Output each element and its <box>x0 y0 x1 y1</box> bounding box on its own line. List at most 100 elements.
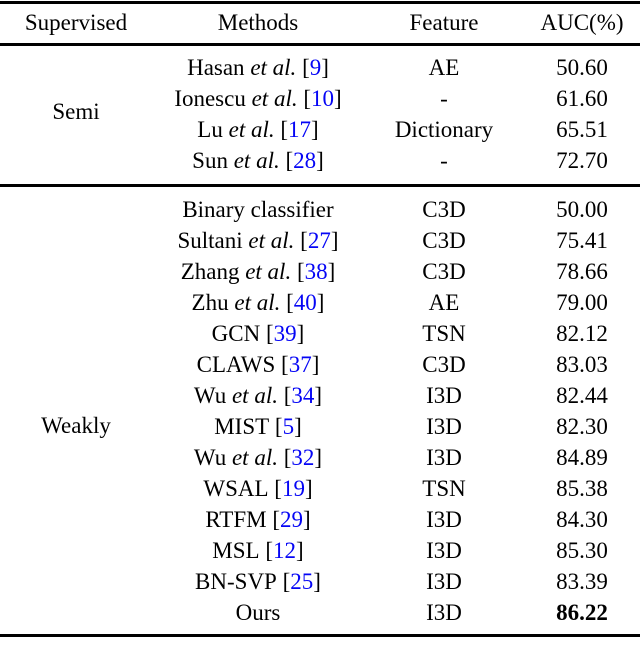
cite-bracket-close: ] <box>334 85 342 111</box>
method-cell: CLAWS [37] <box>152 349 364 380</box>
citation-link[interactable]: 10 <box>311 85 335 111</box>
feature-cell: I3D <box>426 537 462 563</box>
auc-cell: 84.30 <box>556 506 608 532</box>
feature-cell: I3D <box>426 506 462 532</box>
cite-bracket-open: [ <box>277 382 292 408</box>
cite-bracket-close: ] <box>316 147 324 173</box>
auc-cell: 82.44 <box>556 382 608 408</box>
cite-bracket-open: [ <box>277 444 292 470</box>
citation-link[interactable]: 39 <box>273 320 297 346</box>
citation-link[interactable]: 27 <box>307 227 331 253</box>
feature-cell: - <box>440 85 448 111</box>
method-cell: GCN [39] <box>152 318 364 349</box>
supervised-cell <box>0 535 152 566</box>
citation-link[interactable]: 32 <box>291 444 315 470</box>
supervised-cell <box>0 52 152 83</box>
table-row: MSL [12] I3D 85.30 <box>0 535 640 566</box>
cite-bracket-open: [ <box>269 413 283 439</box>
table-row: MIST [5] I3D 82.30 <box>0 411 640 442</box>
cite-bracket-open: [ <box>279 147 294 173</box>
supervised-cell <box>0 566 152 597</box>
cite-bracket-close: ] <box>296 537 304 563</box>
supervised-cell <box>0 442 152 473</box>
method-name: Lu <box>197 116 223 142</box>
auc-cell: 84.89 <box>556 444 608 470</box>
cite-bracket-open: [ <box>276 568 291 594</box>
table-row: Sultani et al. [27] C3D 75.41 <box>0 225 640 256</box>
supervised-cell <box>0 256 152 287</box>
citation-link[interactable]: 17 <box>288 116 312 142</box>
table-row: Binary classifier C3D 50.00 <box>0 194 640 225</box>
auc-cell: 82.30 <box>556 413 608 439</box>
table-row: Wu et al. [32] I3D 84.89 <box>0 442 640 473</box>
citation-link[interactable]: 37 <box>288 351 312 377</box>
table-row: Ionescu et al. [10] - 61.60 <box>0 83 640 114</box>
method-cell: WSAL [19] <box>152 473 364 504</box>
cite-bracket-close: ] <box>313 568 321 594</box>
auc-cell: 79.00 <box>556 289 608 315</box>
auc-cell: 72.70 <box>556 147 608 173</box>
group-label-semi: Semi <box>52 98 100 124</box>
citation-link[interactable]: 40 <box>293 289 317 315</box>
auc-cell: 83.39 <box>556 568 608 594</box>
cite-bracket-close: ] <box>316 289 325 315</box>
feature-cell: - <box>440 147 448 173</box>
method-etal: et al. <box>226 444 278 470</box>
citation-link[interactable]: 12 <box>273 537 297 563</box>
table-header-row: Supervised Methods Feature AUC(%) <box>0 7 640 39</box>
weakly-section: Binary classifier C3D 50.00 Sultani et al.… <box>0 194 640 628</box>
cite-bracket-open: [ <box>275 351 289 377</box>
cite-bracket-open: [ <box>266 506 280 532</box>
cite-bracket-open: [ <box>296 54 310 80</box>
citation-link[interactable]: 29 <box>280 506 303 532</box>
citation-link[interactable]: 5 <box>282 413 295 439</box>
method-etal: et al. <box>239 258 292 284</box>
auc-cell: 85.38 <box>556 475 608 501</box>
table-row: RTFM [29] I3D 84.30 <box>0 504 640 535</box>
column-header-supervised: Supervised <box>24 10 128 35</box>
cite-bracket-close: ] <box>330 227 339 253</box>
citation-link[interactable]: 34 <box>291 382 315 408</box>
supervised-cell <box>0 380 152 411</box>
feature-cell: I3D <box>426 568 462 594</box>
citation-link[interactable]: 9 <box>309 54 322 80</box>
auc-cell: 65.51 <box>556 116 608 142</box>
column-header-methods: Methods <box>217 10 299 35</box>
auc-cell: 50.60 <box>556 54 608 80</box>
auc-cell: 82.12 <box>556 320 608 346</box>
citation-link[interactable]: 38 <box>304 258 328 284</box>
cite-bracket-close: ] <box>327 258 336 284</box>
method-cell: Sun et al. [28] <box>152 145 364 176</box>
method-name: Wu <box>193 444 227 470</box>
table-row: Lu et al. [17] Dictionary 65.51 <box>0 114 640 145</box>
method-cell: Hasan et al. [9] <box>152 52 364 83</box>
method-cell: Wu et al. [32] <box>152 442 364 473</box>
cite-bracket-close: ] <box>311 351 320 377</box>
supervised-cell <box>0 473 152 504</box>
table-row: Zhang et al. [38] C3D 78.66 <box>0 256 640 287</box>
method-name: BN-SVP <box>195 568 277 594</box>
supervised-cell <box>0 318 152 349</box>
cite-bracket-open: [ <box>259 537 274 563</box>
method-cell: BN-SVP [25] <box>152 566 364 597</box>
method-name: GCN <box>211 320 261 346</box>
method-cell: RTFM [29] <box>152 504 364 535</box>
method-name: MIST <box>214 413 270 439</box>
method-name: CLAWS <box>196 351 276 377</box>
method-etal: et al. <box>226 382 278 408</box>
auc-cell-best: 86.22 <box>556 599 608 625</box>
citation-link[interactable]: 25 <box>290 568 314 594</box>
cite-bracket-close: ] <box>311 116 319 142</box>
cite-bracket-open: [ <box>260 320 274 346</box>
method-name: Ours <box>235 599 281 625</box>
table-row: Zhu et al. [40] AE 79.00 <box>0 287 640 318</box>
citation-link[interactable]: 19 <box>281 475 305 501</box>
table-row: Hasan et al. [9] AE 50.60 <box>0 52 640 83</box>
supervised-cell <box>0 194 152 225</box>
method-name: MSL <box>212 537 260 563</box>
citation-link[interactable]: 28 <box>293 147 317 173</box>
table-top-rule <box>0 1 640 4</box>
feature-cell: I3D <box>426 444 462 470</box>
auc-cell: 83.03 <box>556 351 608 377</box>
